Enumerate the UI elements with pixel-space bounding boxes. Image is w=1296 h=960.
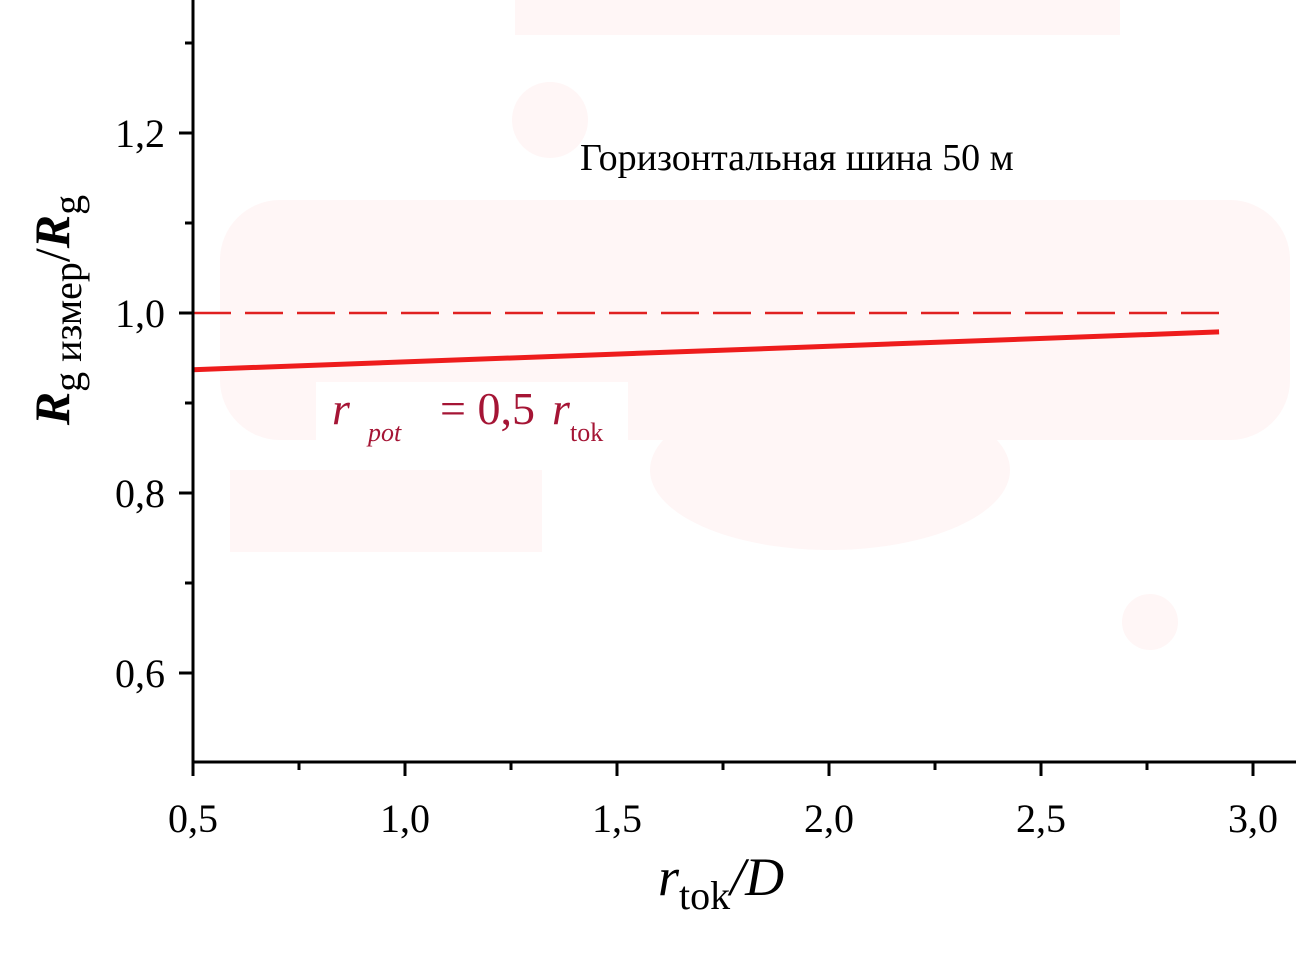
x-tick-label: 3,0	[1228, 796, 1278, 841]
y-tick-label: 1,0	[115, 291, 165, 336]
x-label-sub: tok	[679, 873, 731, 918]
series-line	[192, 329, 1220, 373]
y-label-main2: R	[24, 214, 80, 249]
y-tick-label: 0,8	[115, 471, 165, 516]
annotation-r-pot: r	[332, 383, 350, 434]
x-tick-label: 2,0	[804, 796, 854, 841]
y-label-main: R	[24, 391, 80, 426]
y-axis-label: Rg измер/Rg	[23, 195, 90, 426]
annotation-sub-tok: tok	[570, 418, 604, 447]
y-label-sub: g измер	[45, 262, 90, 392]
x-tick-label: 0,5	[168, 796, 218, 841]
chart-title: Горизонтальная шина 50 м	[580, 137, 1014, 179]
x-tick-label: 1,0	[380, 796, 430, 841]
x-label-main: r	[658, 847, 680, 907]
x-tick-label: 2,5	[1016, 796, 1066, 841]
y-tick-label: 1,2	[115, 111, 165, 156]
y-label-sep: /	[24, 248, 80, 263]
annotation-sub-pot: pot	[368, 418, 402, 447]
annotation-r-tok: r	[552, 383, 570, 434]
x-tick-label: 1,5	[592, 796, 642, 841]
y-label-sub2: g	[45, 194, 90, 215]
annotation-equals: = 0,5	[440, 383, 535, 434]
annotation-label: r pot = 0,5 r tok	[316, 382, 628, 458]
x-label-suffix: /D	[730, 847, 785, 907]
background-blobs	[220, 0, 1290, 650]
x-axis-label: rtok/D	[658, 846, 785, 918]
y-tick-label: 0,6	[115, 651, 165, 696]
